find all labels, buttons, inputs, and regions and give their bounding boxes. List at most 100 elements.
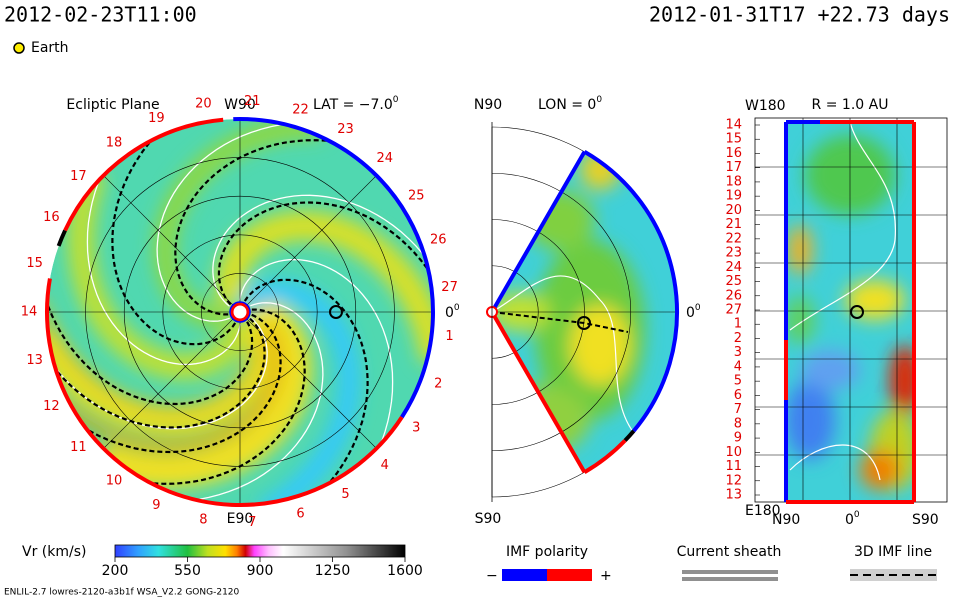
colorbar-tick-label: 1250 (315, 563, 351, 579)
top-label: W90 (224, 97, 256, 113)
imf-line (132, 308, 306, 485)
polarity-negative (502, 569, 547, 581)
lat-label: LAT = −7.00 (313, 95, 399, 114)
day-label: 27 (441, 280, 458, 295)
sun-ring (229, 301, 251, 323)
day-label: 13 (26, 353, 43, 368)
day-label: 23 (337, 122, 354, 137)
right-label: 00 (445, 303, 460, 322)
day-label: 21 (725, 217, 742, 232)
day-label: 17 (725, 160, 742, 175)
day-label: 16 (43, 210, 60, 225)
day-label: 6 (734, 388, 742, 403)
earth-legend: Earth (31, 40, 69, 56)
colorbar-tick-label: 1600 (387, 563, 423, 579)
earth (329, 305, 343, 319)
day-label: 7 (248, 515, 256, 530)
imf-line (70, 313, 282, 454)
day-label: 5 (341, 487, 349, 502)
polarity-arc (583, 439, 627, 474)
colorbar-tick-label: 550 (174, 563, 201, 579)
day-label: 2 (434, 377, 442, 392)
speed-band (93, 294, 312, 489)
speed-band (239, 281, 360, 505)
speed-band (67, 167, 254, 380)
day-label: 6 (296, 507, 304, 522)
polarity-arc (623, 429, 636, 442)
polarity-arc (45, 278, 404, 507)
polarity-positive (547, 569, 592, 581)
day-label: 12 (725, 473, 742, 488)
colorbar-label: Vr (km/s) (22, 544, 86, 560)
polarity-plus: + (600, 568, 612, 584)
day-label: 27 (725, 303, 742, 318)
sheath-label: Current sheath (677, 544, 782, 560)
right-label-2: 00 (686, 303, 701, 322)
polarity-edge (490, 150, 587, 313)
day-label: 11 (70, 440, 87, 455)
day-label: 3 (412, 420, 420, 435)
day-label: 18 (725, 174, 742, 189)
radial-field (785, 122, 915, 502)
imf-line (243, 278, 369, 498)
sun (230, 302, 250, 322)
polarity-minus: − (486, 568, 498, 584)
day-label: 22 (725, 231, 742, 246)
day-label: 4 (381, 458, 389, 473)
sheath-line (682, 570, 778, 574)
run-time: 2012-01-31T17 +22.73 days (649, 3, 950, 27)
day-label: 21 (244, 94, 261, 109)
lon: LON = 0 (538, 97, 596, 113)
day-label: 8 (199, 512, 207, 527)
day-label: 1 (734, 317, 742, 332)
lat: LAT = −7.0 (313, 97, 393, 113)
s90-label: S90 (912, 512, 939, 528)
contour (239, 258, 394, 462)
imf-line (111, 126, 237, 346)
day-label: 12 (43, 399, 60, 414)
polarity-arc (233, 117, 435, 419)
speed-band (47, 309, 274, 435)
lat-sup: 0 (393, 95, 399, 105)
sheath-line (682, 577, 778, 581)
right-sup: 0 (695, 303, 701, 313)
radial-title: R = 1.0 AU (812, 97, 889, 113)
day-label: 15 (725, 132, 742, 147)
day-label: 2 (734, 331, 742, 346)
meridional-field (492, 151, 677, 473)
right: 0 (445, 305, 454, 321)
polarity-label: IMF polarity (506, 544, 588, 560)
right-sup: 0 (454, 303, 460, 313)
s-label: S90 (475, 511, 502, 527)
lon-label: LON = 00 (538, 95, 602, 114)
day-label: 24 (725, 260, 742, 275)
earth-marker (13, 42, 25, 54)
day-label: 20 (725, 203, 742, 218)
colorbar-tick-label: 200 (102, 563, 129, 579)
day-label: 17 (70, 169, 87, 184)
polarity-arc (56, 229, 67, 247)
n-label: N90 (474, 97, 502, 113)
day-label: 13 (725, 488, 742, 503)
speed-band (215, 210, 433, 364)
day-label: 3 (734, 345, 742, 360)
contour (156, 121, 304, 322)
day-label: 23 (725, 246, 742, 261)
meridional-grid (486, 122, 679, 502)
zero-label: 00 (845, 510, 860, 529)
day-label: 22 (292, 102, 309, 117)
lon-sup: 0 (596, 95, 602, 105)
earth (850, 305, 864, 319)
day-label: 16 (725, 146, 742, 161)
contour (176, 302, 324, 503)
day-label: 10 (106, 474, 123, 489)
n90-label: N90 (772, 512, 800, 528)
earth (577, 316, 591, 330)
day-label: 19 (148, 111, 165, 126)
day-label: 10 (725, 445, 742, 460)
colorbar-tick-label: 900 (247, 563, 274, 579)
colorbar-ticks: 200 550 900 1250 1600 (102, 557, 423, 579)
day-label: 20 (195, 97, 212, 112)
colorbar (114, 544, 406, 558)
